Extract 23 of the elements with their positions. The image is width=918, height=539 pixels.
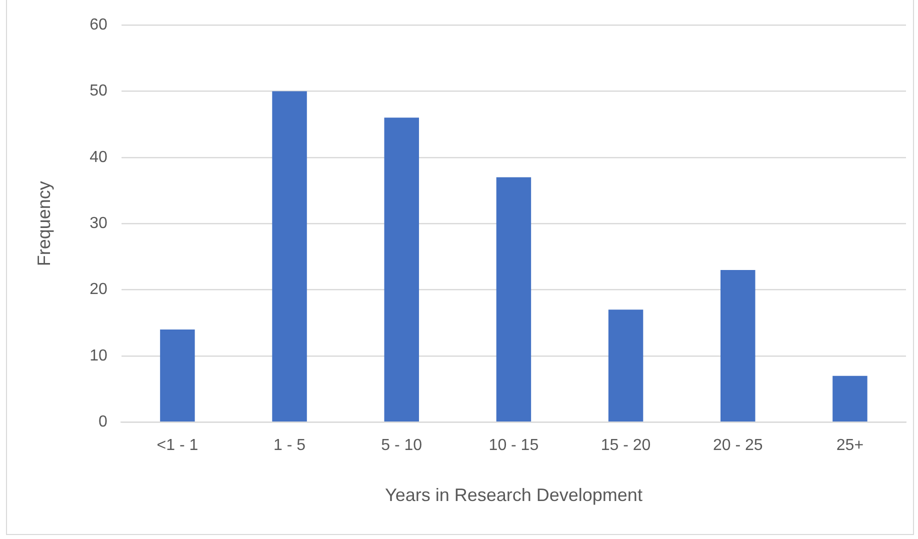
y-tick-label: 30 (90, 215, 108, 232)
bar (720, 270, 756, 422)
bar (608, 310, 644, 422)
bar (160, 330, 195, 422)
x-axis-title: Years in Research Development (384, 485, 642, 506)
bar (496, 177, 532, 422)
y-tick-label: 0 (98, 414, 108, 431)
y-tick-label: 50 (90, 82, 108, 100)
y-tick-label: 10 (90, 347, 108, 364)
x-tick-label: 10 - 15 (488, 437, 539, 454)
x-tick-label: 20 - 25 (712, 437, 763, 454)
y-tick-label: 60 (90, 16, 108, 34)
x-tick-label: 1 - 5 (274, 437, 306, 454)
x-tick-label: 15 - 20 (600, 437, 651, 454)
bar (832, 376, 868, 422)
y-axis-title: Frequency (34, 181, 54, 266)
bar (272, 91, 307, 422)
bar (384, 118, 419, 422)
x-tick-label: 25+ (836, 437, 864, 454)
x-tick-label: <1 - 1 (156, 437, 198, 454)
y-tick-label: 20 (90, 281, 108, 298)
x-tick-label: 5 - 10 (381, 437, 422, 454)
y-tick-label: 40 (90, 148, 108, 166)
